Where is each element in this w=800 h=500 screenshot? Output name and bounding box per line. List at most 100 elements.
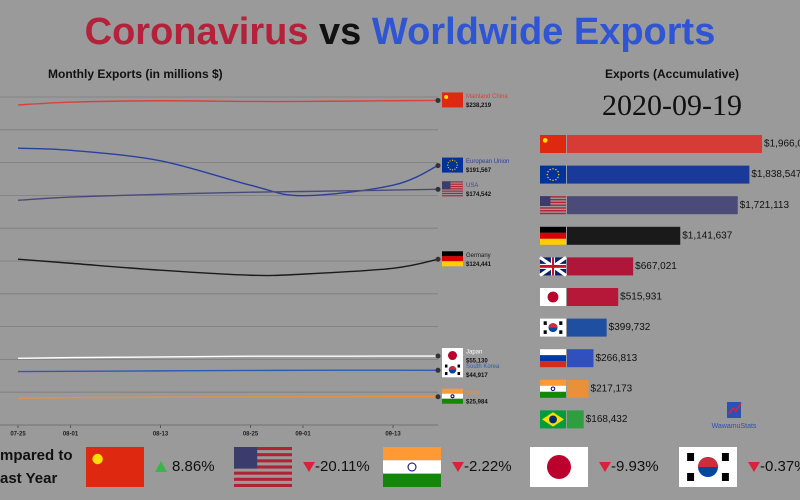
change-label: -2.22% [464, 458, 512, 475]
series-name: Japan [466, 350, 482, 356]
end-value-label: $124,441 [466, 262, 492, 268]
flag-star [454, 160, 456, 162]
bar-value-label: $266,813 [595, 353, 637, 364]
flag-stripe [234, 465, 292, 469]
bar-value-label: $399,732 [609, 322, 651, 333]
series-name: European Union [466, 159, 509, 165]
bar [567, 349, 594, 368]
flag-star [552, 179, 554, 182]
flag-star [451, 159, 454, 161]
flag-stripe [540, 207, 566, 209]
series-line [17, 188, 439, 201]
flag-field [86, 447, 144, 487]
flag [442, 157, 463, 173]
flag-trigram [687, 453, 695, 461]
flag-stripe [442, 256, 463, 262]
date-label: 2020-09-19 [602, 89, 742, 122]
flag [442, 92, 463, 108]
flag-stripe [540, 226, 566, 233]
x-tick-label: 08-01 [63, 432, 79, 438]
flag-stripe [540, 391, 566, 398]
change-arrow [748, 462, 760, 472]
flag [442, 348, 463, 364]
flag [540, 318, 566, 337]
end-value-label: $55,130 [466, 359, 488, 365]
flag-stripe [234, 459, 292, 463]
flag-star [547, 171, 549, 173]
flag [442, 181, 463, 197]
flag-stripe [540, 361, 566, 368]
flag-stripe [234, 483, 292, 487]
flag-field [442, 92, 463, 108]
flag-star [449, 160, 451, 162]
flag-star [456, 164, 458, 166]
watermark-icon [727, 402, 742, 418]
flag-canton [234, 447, 258, 469]
flag [86, 447, 144, 487]
series-name: Mainland China [466, 94, 508, 100]
bar [567, 288, 619, 306]
flag-stripe [383, 473, 441, 487]
flag-field [540, 135, 566, 153]
flag-canton [540, 196, 551, 206]
flag-star [454, 168, 456, 170]
flag-stripe [442, 183, 463, 185]
flag-trigram [457, 372, 461, 376]
flag [442, 388, 463, 404]
main-title: Coronavirus vs Worldwide Exports [85, 11, 716, 53]
comparison-title: ast Year [0, 470, 57, 487]
watermark: WawamuStats [712, 423, 757, 430]
flag-disc [448, 366, 457, 370]
change-label: -0.37% [760, 458, 800, 475]
flag-field [442, 157, 463, 173]
flag-stripe [442, 388, 463, 394]
flag-trigram [543, 330, 547, 334]
bar [567, 379, 589, 398]
flag-stripe [442, 190, 463, 192]
flag-disc [448, 351, 457, 361]
line-chart-title: Monthly Exports (in millions $) [48, 67, 223, 81]
flag-star [547, 176, 549, 179]
end-marker [435, 367, 441, 373]
flag [540, 165, 566, 184]
flag [540, 379, 566, 398]
flag-stripe [540, 232, 566, 239]
flag-stripe [234, 447, 292, 451]
series-line [17, 355, 439, 360]
bar-value-label: $667,021 [635, 261, 677, 272]
bar-value-label: $217,173 [591, 383, 633, 394]
flag [539, 256, 567, 277]
change-label: -20.11% [315, 458, 370, 475]
bar-value-label: $1,966,0 [764, 139, 800, 150]
flag [442, 251, 463, 267]
flag-disc [547, 291, 559, 303]
series-line [17, 258, 439, 277]
flag-star [447, 164, 449, 166]
flag [540, 410, 566, 429]
flag [383, 447, 441, 487]
flag-stripe [442, 185, 463, 188]
icon-line [728, 402, 742, 415]
flag-stripe [442, 251, 463, 257]
flag-star [557, 176, 559, 179]
bar-value-label: $1,721,113 [740, 200, 790, 211]
flag-canton [442, 181, 451, 190]
flag-stripe [442, 181, 463, 183]
bar-value-label: $1,141,637 [682, 230, 732, 241]
end-value-label: $191,567 [466, 168, 492, 174]
flag-stripe [234, 477, 292, 481]
flag [540, 349, 566, 368]
flag-star [447, 166, 449, 169]
flag [442, 362, 463, 378]
flag-stripe [540, 210, 566, 212]
flag-star [555, 178, 557, 181]
x-tick-label: 09-13 [385, 432, 401, 438]
flag-stripe [234, 453, 292, 457]
flag-wheel [450, 394, 455, 399]
flag-star [549, 178, 551, 181]
change-arrow [599, 462, 611, 472]
end-value-label: $174,542 [466, 192, 492, 198]
bar-value-label: $515,931 [620, 292, 662, 303]
flag [679, 447, 737, 487]
